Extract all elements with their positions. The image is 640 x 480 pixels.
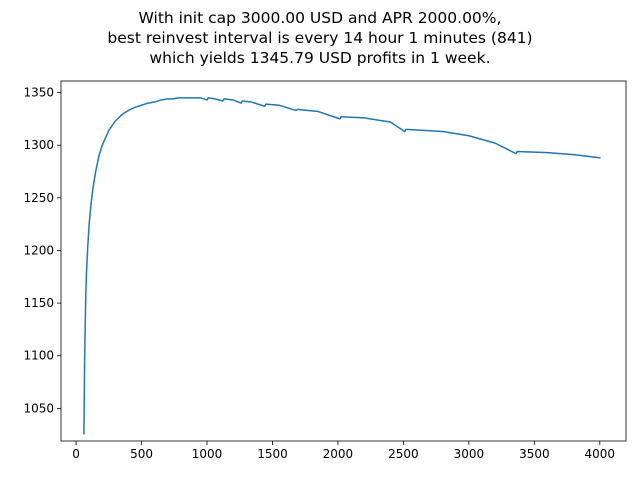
y-tick-label: 1350: [23, 86, 54, 100]
y-tick-label: 1200: [23, 243, 54, 257]
y-tick-label: 1250: [23, 191, 54, 205]
chart-title-line-2: best reinvest interval is every 14 hour …: [107, 29, 533, 47]
series-line-0: [83, 97, 601, 435]
x-tick-label: 1500: [257, 447, 288, 461]
x-tick-label: 2500: [388, 447, 419, 461]
chart-title: With init cap 3000.00 USD and APR 2000.0…: [0, 8, 640, 68]
y-tick-label: 1300: [23, 138, 54, 152]
axes-frame: [60, 80, 627, 442]
plot-area: 0 500 1000 1500 2000 2500 3000 3500 4000 1050 1100…: [23, 80, 627, 461]
y-tick-label: 1150: [23, 296, 54, 310]
chart-title-line-3: which yields 1345.79 USD profits in 1 we…: [149, 49, 491, 67]
y-tick-label: 1100: [23, 349, 54, 363]
x-tick-label: 1000: [192, 447, 223, 461]
x-tick-label: 0: [72, 447, 80, 461]
x-tick-label: 500: [130, 447, 153, 461]
chart-title-line-1: With init cap 3000.00 USD and APR 2000.0…: [138, 9, 502, 27]
x-tick-label: 4000: [585, 447, 616, 461]
x-tick-label: 3000: [454, 447, 485, 461]
x-tick-label: 2000: [323, 447, 354, 461]
x-tick-label: 3500: [519, 447, 550, 461]
y-tick-label: 1050: [23, 401, 54, 415]
